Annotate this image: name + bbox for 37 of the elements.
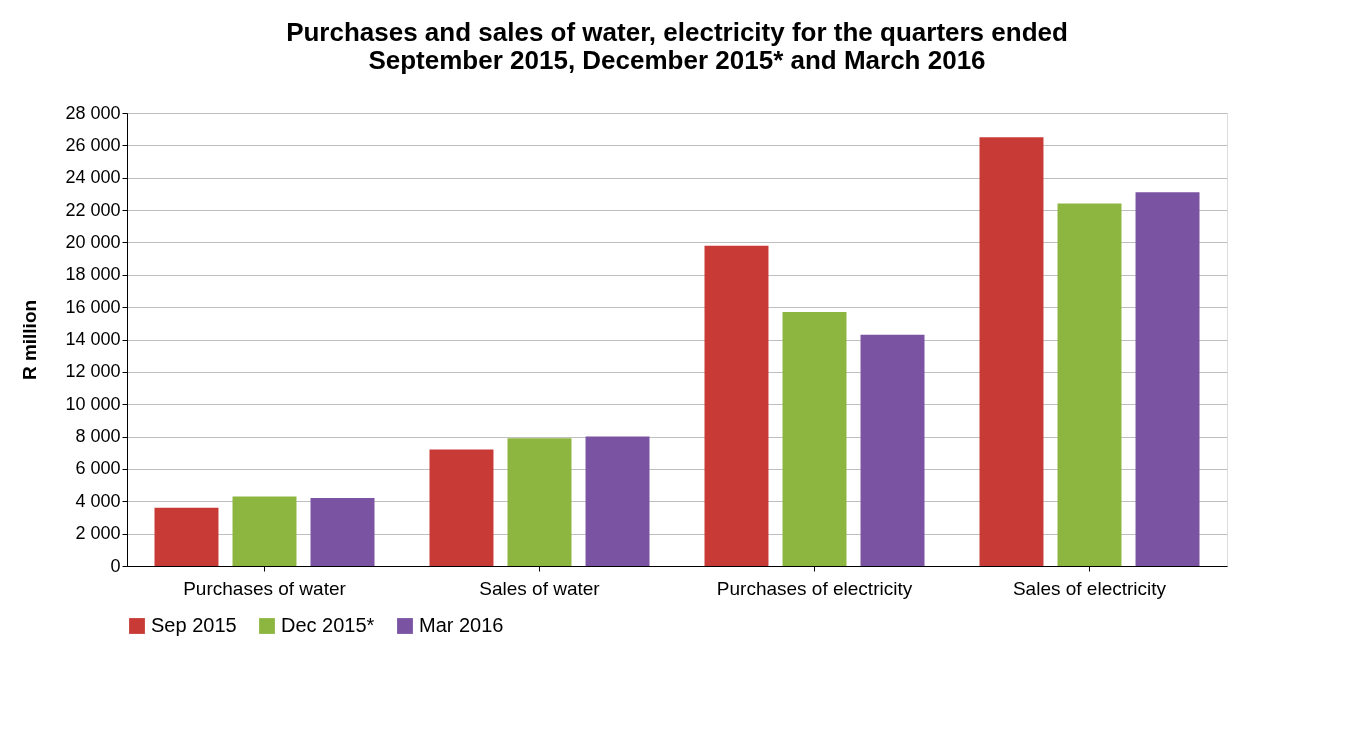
y-tick-label: 10 000 [65,393,121,414]
y-tick-label: 0 [110,555,121,576]
bar [232,496,297,566]
bar [1057,203,1122,566]
x-tick-label: Purchases of water [183,577,347,599]
y-tick-label: 18 000 [65,264,121,285]
bar [154,507,219,566]
bar [507,438,572,566]
x-tick-label: Sales of electricity [1012,577,1167,599]
text: September 2015, December 2015* and March 2016 [368,45,986,75]
y-tick-label: 24 000 [65,167,121,188]
y-tick-label: 20 000 [65,231,121,252]
bar [979,137,1044,566]
y-tick-label: 6 000 [75,458,121,479]
bar [1135,192,1200,566]
y-axis-title: R million [19,299,41,381]
bar [860,334,925,566]
legend-label: Dec 2015* [281,614,375,636]
legend-label: Mar 2016 [419,614,504,636]
y-tick-label: 14 000 [65,329,121,349]
y-tick-label: 28 000 [65,102,121,123]
text: Purchases and sales of water, electricity for the quarters ended [286,17,1068,47]
x-tick-label: Sales of water [479,577,601,599]
bar [704,245,769,566]
bar [782,312,847,566]
y-tick-label: 16 000 [65,296,121,317]
y-tick-label: 4 000 [75,490,121,511]
bar [585,436,650,566]
x-tick-label: Purchases of electricity [716,577,913,599]
y-tick-label: 8 000 [75,426,121,447]
y-tick-label: 12 000 [65,361,121,382]
y-tick-label: 26 000 [65,134,121,155]
bar [310,498,375,566]
y-tick-label: 2 000 [75,523,121,544]
y-tick-label: 22 000 [65,199,121,220]
legend-label: Sep 2015 [151,614,237,636]
bar [429,449,494,566]
